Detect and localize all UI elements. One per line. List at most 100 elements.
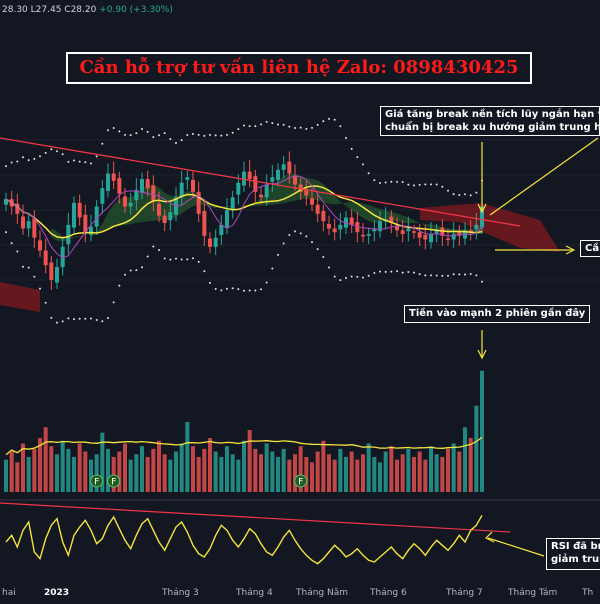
bollinger-upper-dot <box>418 183 421 186</box>
time-axis-label: Tháng 3 <box>161 588 199 598</box>
bollinger-upper-dot <box>237 128 240 131</box>
bollinger-lower-dot <box>260 288 262 291</box>
candle-body <box>106 173 110 191</box>
bollinger-upper-dot <box>362 163 364 166</box>
ma-long-line <box>5 185 483 239</box>
volume-bar <box>378 462 382 492</box>
volume-bar <box>72 456 76 492</box>
financial-report-marker <box>90 474 104 488</box>
bollinger-lower-dot <box>33 275 36 278</box>
ohlc-change: +0.90 (+3.30%) <box>99 5 173 15</box>
bollinger-lower-dot <box>401 271 404 274</box>
volume-bar <box>123 443 127 492</box>
volume-bar <box>9 451 14 492</box>
volume-bar <box>106 448 110 492</box>
candle-body <box>208 238 212 247</box>
bollinger-upper-dot <box>282 123 285 126</box>
bollinger-upper-dot <box>464 193 466 196</box>
bollinger-upper-dot <box>141 128 143 131</box>
volume-bar <box>372 456 377 492</box>
financial-report-marker-label: F <box>298 478 303 488</box>
time-axis-label: Tháng 4 <box>235 588 273 598</box>
bollinger-upper-dot <box>180 139 183 142</box>
candle-body <box>202 211 207 236</box>
candle-body <box>480 206 484 228</box>
bollinger-lower-dot <box>322 256 325 259</box>
candle-body <box>225 210 229 228</box>
bollinger-upper-dot <box>33 157 36 160</box>
bollinger-upper-dot <box>350 147 353 150</box>
volume-bar <box>281 448 286 492</box>
volume-bar <box>162 454 167 492</box>
ohlc-readout: 28.30 L27.45 C28.20 +0.90 (+3.30%) <box>2 5 173 15</box>
time-axis-bg <box>0 582 600 600</box>
volume-bar <box>389 446 394 492</box>
volume-bar <box>412 456 416 492</box>
bollinger-upper-dot <box>311 126 313 129</box>
bollinger-lower-dot <box>390 270 393 273</box>
bollinger-lower-dot <box>373 272 376 275</box>
bollinger-upper-dot <box>90 162 92 165</box>
financial-report-marker <box>107 474 121 488</box>
volume-bar <box>242 440 246 492</box>
bollinger-upper-dot <box>469 194 472 197</box>
bollinger-lower-dot <box>112 301 115 304</box>
bollinger-upper-dot <box>435 183 438 186</box>
bollinger-upper-dot <box>447 189 449 192</box>
bollinger-lower-dot <box>169 258 172 261</box>
candle-body <box>111 173 116 181</box>
price-downtrend-line <box>0 137 521 227</box>
volume-bar <box>43 427 48 492</box>
bollinger-lower-dot <box>311 241 313 244</box>
candle-body <box>26 221 31 229</box>
bollinger-lower-dot <box>231 287 234 290</box>
bollinger-lower-dot <box>226 287 228 290</box>
bollinger-lower-dot <box>158 249 160 252</box>
volume-bar <box>293 454 297 492</box>
volume-bar <box>49 446 54 492</box>
bollinger-upper-dot <box>452 193 455 196</box>
volume-bar <box>247 430 252 492</box>
ichimoku-cloud-bullish <box>51 173 482 242</box>
ohlc-prefix: 28.30 <box>2 5 28 15</box>
bollinger-lower-dot <box>305 235 308 238</box>
candle-body <box>179 182 184 198</box>
volume-bar <box>344 456 348 492</box>
rsi-annotation-line1: RSI đã br <box>551 541 600 552</box>
bollinger-upper-dot <box>78 160 81 163</box>
bollinger-lower-dot <box>84 317 87 320</box>
volume-bar <box>26 456 31 492</box>
volume-bar <box>298 446 303 492</box>
bollinger-lower-dot <box>214 287 217 290</box>
bollinger-lower-dot <box>73 318 75 321</box>
volume-bar <box>451 443 456 492</box>
bollinger-upper-dot <box>220 134 223 137</box>
candle-body <box>457 231 462 236</box>
candle-body <box>151 185 156 201</box>
bollinger-upper-dot <box>396 180 398 183</box>
bollinger-upper-dot <box>316 123 319 126</box>
volume-bar <box>21 443 25 492</box>
volume-bar <box>117 451 122 492</box>
candle-body <box>281 164 286 170</box>
candle-body <box>400 230 405 234</box>
volume-bar <box>440 456 445 492</box>
volume-bar <box>219 456 224 492</box>
volume-bar <box>4 459 8 492</box>
bollinger-upper-dot <box>299 126 302 129</box>
volume-bar <box>168 459 173 492</box>
bollinger-lower-dot <box>243 289 245 292</box>
bollinger-upper-dot <box>146 130 149 133</box>
candle-body <box>55 267 59 283</box>
volume-bar <box>315 451 320 492</box>
candle-body <box>446 238 450 241</box>
bollinger-upper-dot <box>373 179 376 182</box>
bollinger-lower-dot <box>124 273 126 276</box>
volume-bar <box>383 451 388 492</box>
bollinger-upper-dot <box>158 134 160 137</box>
candle-body <box>219 224 224 235</box>
bollinger-upper-dot <box>441 185 444 188</box>
volume-bar <box>468 438 473 492</box>
volume-bar <box>230 454 235 492</box>
